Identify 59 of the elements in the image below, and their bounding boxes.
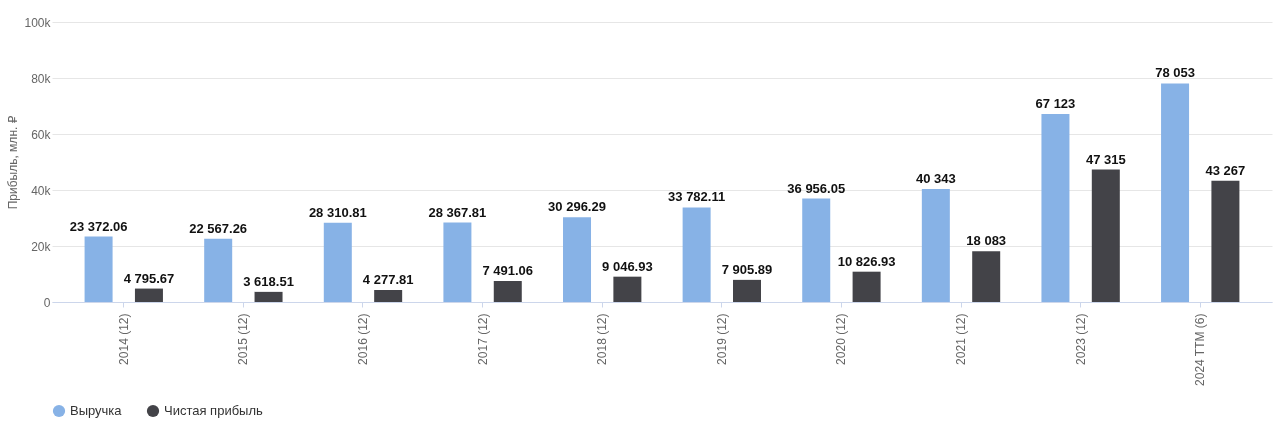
data-label: 4 277.81: [362, 272, 414, 288]
data-label: 40 343: [915, 171, 956, 187]
data-label: 10 826.93: [837, 253, 896, 269]
bar: [443, 222, 472, 302]
data-label: 67 123: [1035, 96, 1076, 112]
data-label: 18 083: [966, 233, 1007, 249]
x-tick-label: 2020 (12): [834, 313, 849, 365]
bar: [374, 290, 403, 302]
data-label: 3 618.51: [243, 273, 294, 289]
bar: [493, 281, 522, 302]
x-tick-label: 2017 (12): [475, 313, 490, 365]
data-label: 4 795.67: [123, 270, 175, 286]
x-tick-label: 2019 (12): [714, 313, 729, 365]
bar: [972, 251, 1001, 302]
data-label: 30 296.29: [548, 199, 606, 215]
bar: [1091, 169, 1120, 302]
bar: [323, 222, 352, 302]
x-tick-label: 2023 (12): [1073, 313, 1088, 365]
data-label: 28 310.81: [308, 204, 367, 220]
x-tick-label: 2014 (12): [116, 313, 131, 365]
data-label: 23 372.06: [69, 218, 128, 234]
y-tick-label: 60k: [31, 127, 52, 142]
y-tick-label: 100k: [24, 15, 52, 30]
bar: [134, 288, 163, 302]
data-label: 36 956.05: [787, 180, 846, 196]
y-tick-label: 80k: [31, 71, 52, 86]
data-label: 7 491.06: [482, 263, 534, 279]
bar: [1211, 180, 1240, 302]
bar: [732, 279, 761, 302]
bar: [682, 207, 711, 302]
y-tick-label: 20k: [31, 239, 52, 254]
bar: [204, 238, 233, 302]
bar: [563, 217, 592, 302]
bar: [613, 276, 642, 302]
data-label: 43 267: [1205, 162, 1246, 178]
x-tick-label: 2024 TTM (6): [1193, 313, 1208, 386]
data-label: 7 905.89: [721, 261, 773, 277]
bar: [1161, 83, 1190, 302]
data-label: 78 053: [1155, 65, 1195, 81]
bar: [254, 291, 283, 302]
y-tick-label: 40k: [31, 183, 52, 198]
x-tick-label: 2016 (12): [355, 313, 370, 365]
bar: [1041, 114, 1070, 302]
bar: [921, 189, 950, 302]
y-axis-title: Прибыль, млн. ₽: [6, 115, 21, 210]
data-label: 22 567.26: [189, 220, 248, 236]
data-label: 28 367.81: [428, 204, 487, 220]
data-label: 33 782.11: [668, 189, 726, 205]
data-label: 47 315: [1085, 151, 1126, 167]
y-tick-label: 0: [43, 295, 51, 310]
x-tick-label: 2015 (12): [236, 313, 251, 365]
bar: [84, 236, 113, 302]
x-tick-label: 2018 (12): [595, 313, 610, 365]
bar: [802, 198, 831, 302]
data-label: 9 046.93: [602, 258, 653, 274]
bar: [852, 271, 881, 302]
legend-label: Чистая прибыль: [164, 403, 264, 418]
x-tick-label: 2021 (12): [954, 313, 969, 365]
legend-label: Выручка: [70, 403, 123, 418]
